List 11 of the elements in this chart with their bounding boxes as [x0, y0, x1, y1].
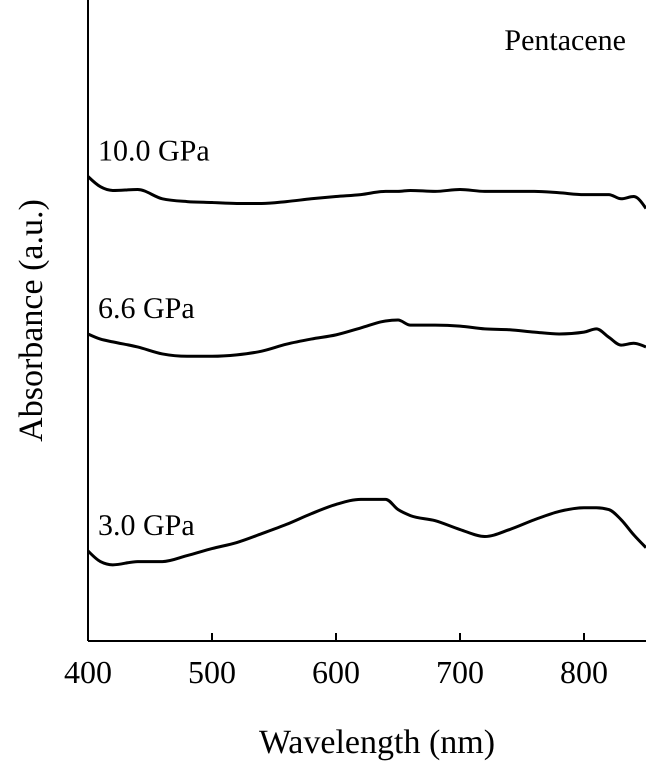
- series-label: 3.0 GPa: [98, 508, 195, 542]
- x-axis-title: Wavelength (nm): [258, 724, 496, 761]
- x-tick-label: 400: [64, 654, 112, 690]
- x-tick-label: 600: [312, 654, 360, 690]
- y-axis-title: Absorbance (a.u.): [13, 199, 50, 442]
- series-label: 6.6 GPa: [98, 292, 195, 325]
- x-tick-label: 800: [560, 654, 608, 690]
- text: Pentacene: [504, 24, 626, 57]
- x-tick-label: 500: [188, 654, 236, 690]
- x-tick-label: 700: [436, 654, 484, 690]
- series-label: 10.0 GPa: [98, 134, 210, 168]
